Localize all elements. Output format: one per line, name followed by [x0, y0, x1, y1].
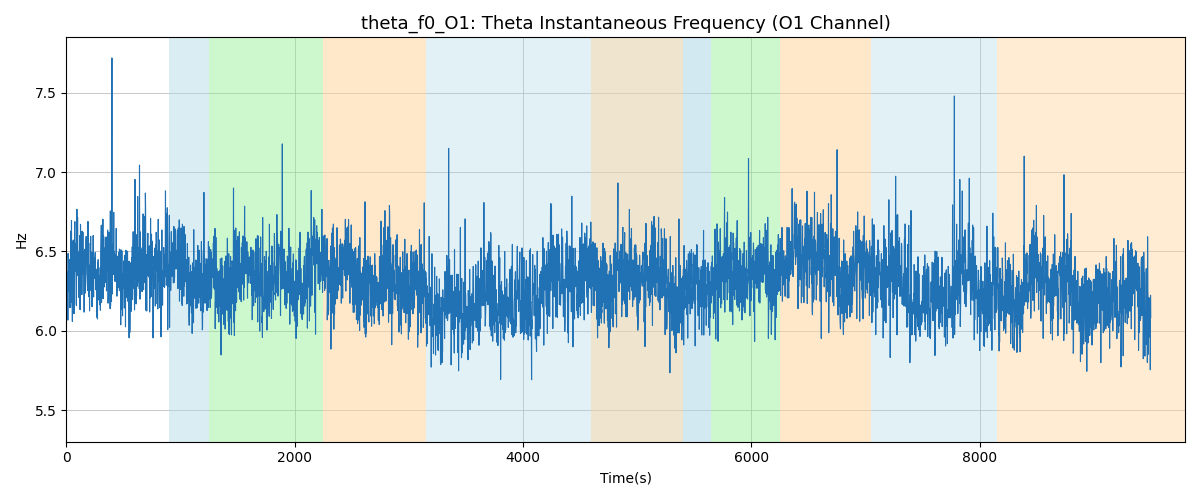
Bar: [683, 38, 712, 442]
Bar: [997, 38, 1186, 442]
X-axis label: Time(s): Time(s): [600, 471, 652, 485]
Bar: [209, 38, 323, 442]
Bar: [426, 38, 683, 442]
Bar: [592, 38, 683, 442]
Bar: [871, 38, 997, 442]
Bar: [169, 38, 209, 442]
Bar: [323, 38, 426, 442]
Y-axis label: Hz: Hz: [16, 230, 29, 248]
Bar: [780, 38, 871, 442]
Title: theta_f0_O1: Theta Instantaneous Frequency (O1 Channel): theta_f0_O1: Theta Instantaneous Frequen…: [361, 15, 890, 34]
Bar: [712, 38, 780, 442]
